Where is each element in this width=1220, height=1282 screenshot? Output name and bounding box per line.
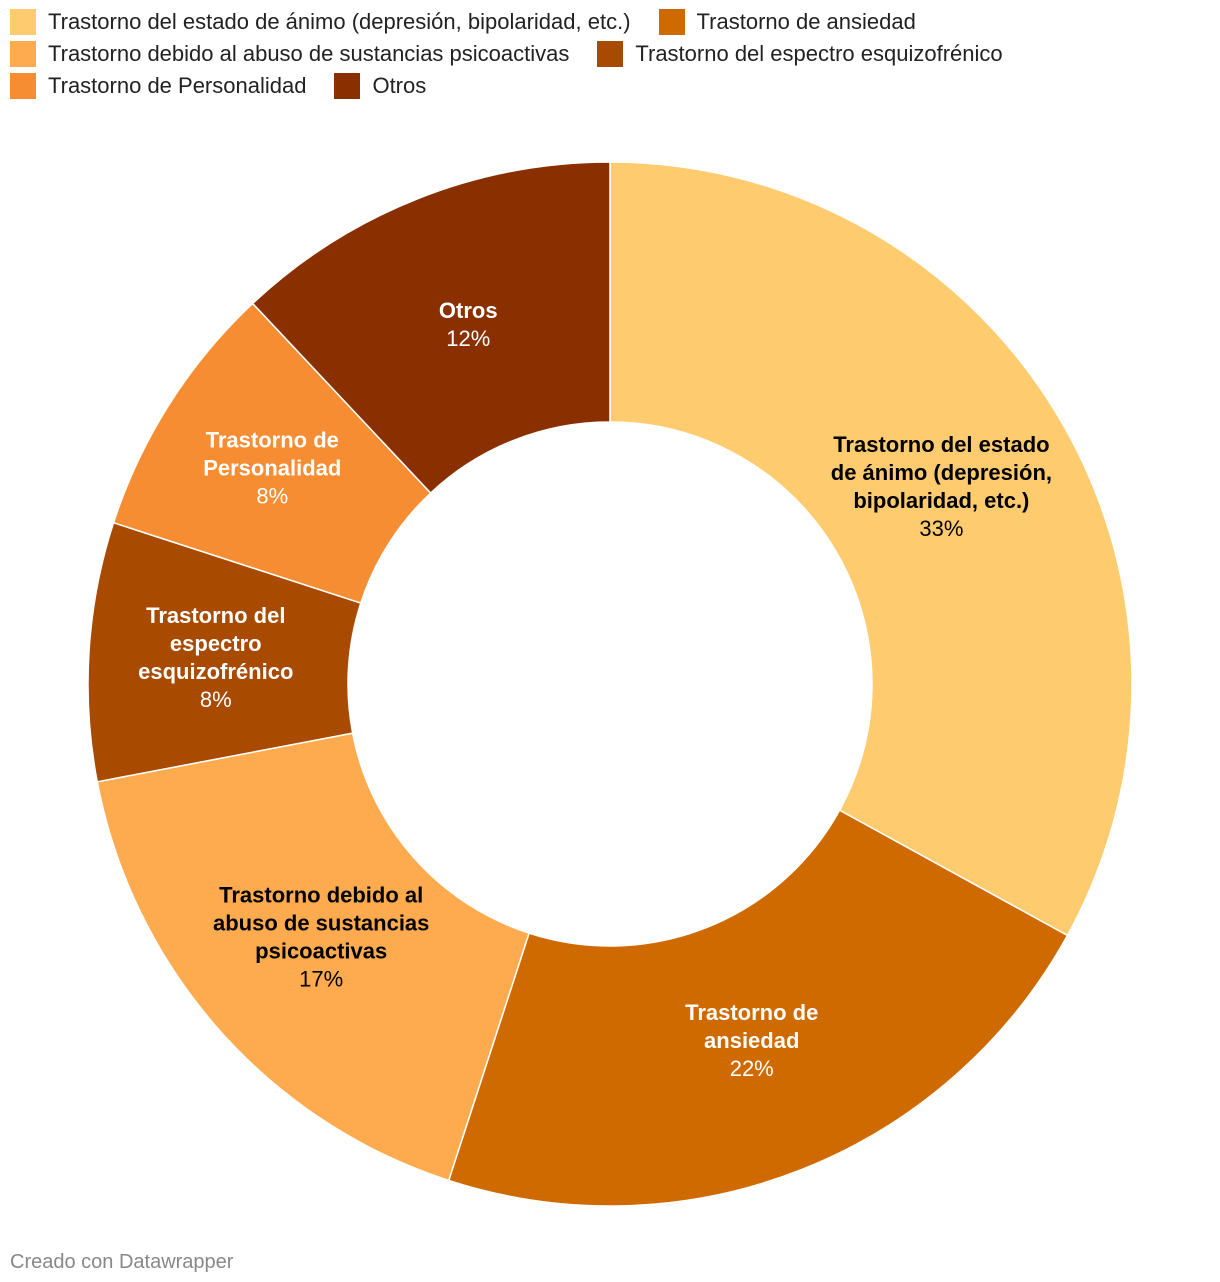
- donut-slice-otros: [251, 161, 611, 495]
- legend-swatch: [10, 9, 36, 35]
- slice-value-personalidad: 8%: [256, 483, 288, 508]
- legend-row: Trastorno de Personalidad Otros: [10, 70, 1210, 102]
- donut-slice-ansiedad: [447, 809, 1069, 1207]
- slice-label-esquizofrenico: espectro: [170, 631, 262, 656]
- slice-label-ansiedad: Trastorno de: [685, 1000, 818, 1025]
- legend-label: Trastorno del espectro esquizofrénico: [635, 41, 1003, 66]
- legend-label: Trastorno de Personalidad: [48, 73, 307, 98]
- legend-item-otros: Otros: [334, 73, 426, 99]
- slice-label-personalidad: Personalidad: [203, 455, 341, 480]
- slice-label-sustancias: Trastorno debido al: [219, 882, 423, 907]
- slice-label-sustancias: psicoactivas: [255, 938, 387, 963]
- legend-swatch: [10, 73, 36, 99]
- slice-label-estado-animo: Trastorno del estado: [833, 432, 1049, 457]
- legend-item-ansiedad: Trastorno de ansiedad: [658, 9, 916, 35]
- slice-label-esquizofrenico: Trastorno del: [146, 603, 285, 628]
- slice-label-otros: Otros: [439, 298, 498, 323]
- donut-slice-estado-animo: [609, 161, 1133, 937]
- slice-value-estado-animo: 33%: [919, 516, 963, 541]
- legend-label: Otros: [372, 73, 427, 98]
- legend-label: Trastorno del estado de ánimo (depresión…: [48, 9, 631, 34]
- slice-value-sustancias: 17%: [299, 966, 343, 991]
- chart-legend: Trastorno del estado de ánimo (depresión…: [10, 6, 1210, 102]
- legend-swatch: [334, 73, 361, 99]
- slice-value-esquizofrenico: 8%: [200, 687, 232, 712]
- legend-item-sustancias: Trastorno debido al abuso de sustancias …: [10, 41, 569, 67]
- donut-slice-sustancias: [96, 732, 530, 1182]
- legend-row: Trastorno debido al abuso de sustancias …: [10, 38, 1210, 70]
- slice-label-sustancias: abuso de sustancias: [213, 910, 429, 935]
- legend-item-estado-animo: Trastorno del estado de ánimo (depresión…: [10, 9, 631, 35]
- legend-item-esquizofrenico: Trastorno del espectro esquizofrénico: [597, 41, 1003, 67]
- slice-value-ansiedad: 22%: [730, 1056, 774, 1081]
- slice-label-estado-animo: bipolaridad, etc.): [853, 488, 1029, 513]
- legend-swatch: [597, 41, 624, 67]
- slice-label-esquizofrenico: esquizofrénico: [138, 659, 293, 684]
- legend-swatch: [658, 9, 685, 35]
- legend-swatch: [10, 41, 36, 67]
- slice-label-estado-animo: de ánimo (depresión,: [831, 460, 1052, 485]
- legend-row: Trastorno del estado de ánimo (depresión…: [10, 6, 1210, 38]
- legend-label: Trastorno debido al abuso de sustancias …: [48, 41, 570, 66]
- legend-item-personalidad: Trastorno de Personalidad: [10, 73, 306, 99]
- slice-value-otros: 12%: [446, 326, 490, 351]
- footer-credit: Creado con Datawrapper: [10, 1251, 234, 1273]
- slice-label-ansiedad: ansiedad: [704, 1028, 799, 1053]
- slice-label-personalidad: Trastorno de: [206, 427, 339, 452]
- legend-label: Trastorno de ansiedad: [696, 9, 916, 34]
